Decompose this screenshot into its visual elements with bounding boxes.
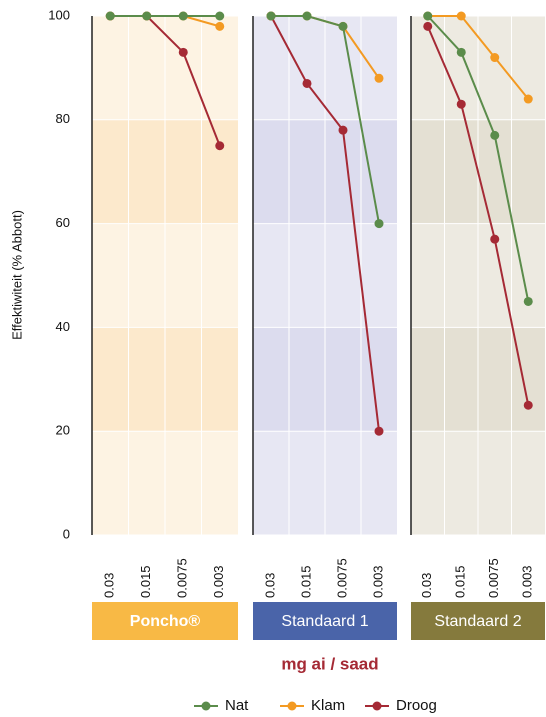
x-tick-label: 0.015: [298, 565, 313, 598]
x-tick-label: 0.015: [138, 565, 153, 598]
y-axis-label: Effektiwiteit (% Abbott): [9, 210, 24, 340]
data-point: [266, 11, 276, 21]
data-point: [490, 130, 500, 140]
legend-label: Droog: [396, 697, 437, 714]
data-point: [215, 141, 225, 151]
y-tick-label: 80: [56, 111, 70, 126]
data-point: [374, 73, 384, 83]
data-point: [490, 53, 500, 63]
data-point: [523, 400, 533, 410]
data-point: [423, 11, 433, 21]
panel-title: Poncho®: [130, 613, 201, 630]
data-point: [178, 47, 188, 57]
data-point: [374, 426, 384, 436]
series-line: [427, 15, 530, 302]
series-line: [427, 15, 530, 100]
data-point: [374, 219, 384, 229]
y-tick-label: 100: [48, 7, 70, 22]
data-point: [338, 21, 348, 31]
x-tick-label: 0.0075: [334, 558, 349, 598]
data-point: [302, 11, 312, 21]
legend-marker: [201, 701, 211, 711]
data-point: [338, 125, 348, 135]
data-point: [215, 11, 225, 21]
x-tick-label: 0.0075: [175, 558, 190, 598]
y-tick-label: 20: [56, 423, 70, 438]
data-point: [490, 234, 500, 244]
panel-title-box: [253, 602, 397, 640]
x-tick-label: 0.003: [520, 565, 535, 598]
data-point: [523, 296, 533, 306]
legend-marker: [372, 701, 382, 711]
legend-marker: [287, 701, 297, 711]
data-point: [523, 94, 533, 104]
x-tick-label: 0.015: [453, 565, 468, 598]
x-tick-label: 0.03: [419, 573, 434, 598]
data-point: [142, 11, 152, 21]
data-point: [456, 11, 466, 21]
x-tick-label: 0.03: [262, 573, 277, 598]
data-point: [456, 47, 466, 57]
x-tick-label: 0.0075: [486, 558, 501, 598]
data-point: [423, 21, 433, 31]
panel-title-box: [411, 602, 545, 640]
panel-title-box: [92, 602, 238, 640]
x-tick-label: 0.003: [370, 565, 385, 598]
y-tick-label: 60: [56, 215, 70, 230]
data-point: [302, 78, 312, 88]
y-tick-label: 40: [56, 319, 70, 334]
y-tick-label: 0: [63, 526, 70, 541]
series-line: [426, 25, 530, 406]
data-point: [105, 11, 115, 21]
panel-title: Standaard 1: [281, 613, 368, 630]
series-line: [270, 15, 380, 432]
series-line: [271, 15, 380, 224]
legend-label: Klam: [311, 697, 345, 714]
x-tick-label: 0.003: [211, 565, 226, 598]
legend-label: Nat: [225, 697, 249, 714]
x-tick-label: 0.03: [102, 573, 117, 598]
data-point: [456, 99, 466, 109]
x-axis-label: mg ai / saad: [281, 654, 378, 673]
data-point: [215, 21, 225, 31]
panel-title: Standaard 2: [434, 613, 521, 630]
data-point: [178, 11, 188, 21]
